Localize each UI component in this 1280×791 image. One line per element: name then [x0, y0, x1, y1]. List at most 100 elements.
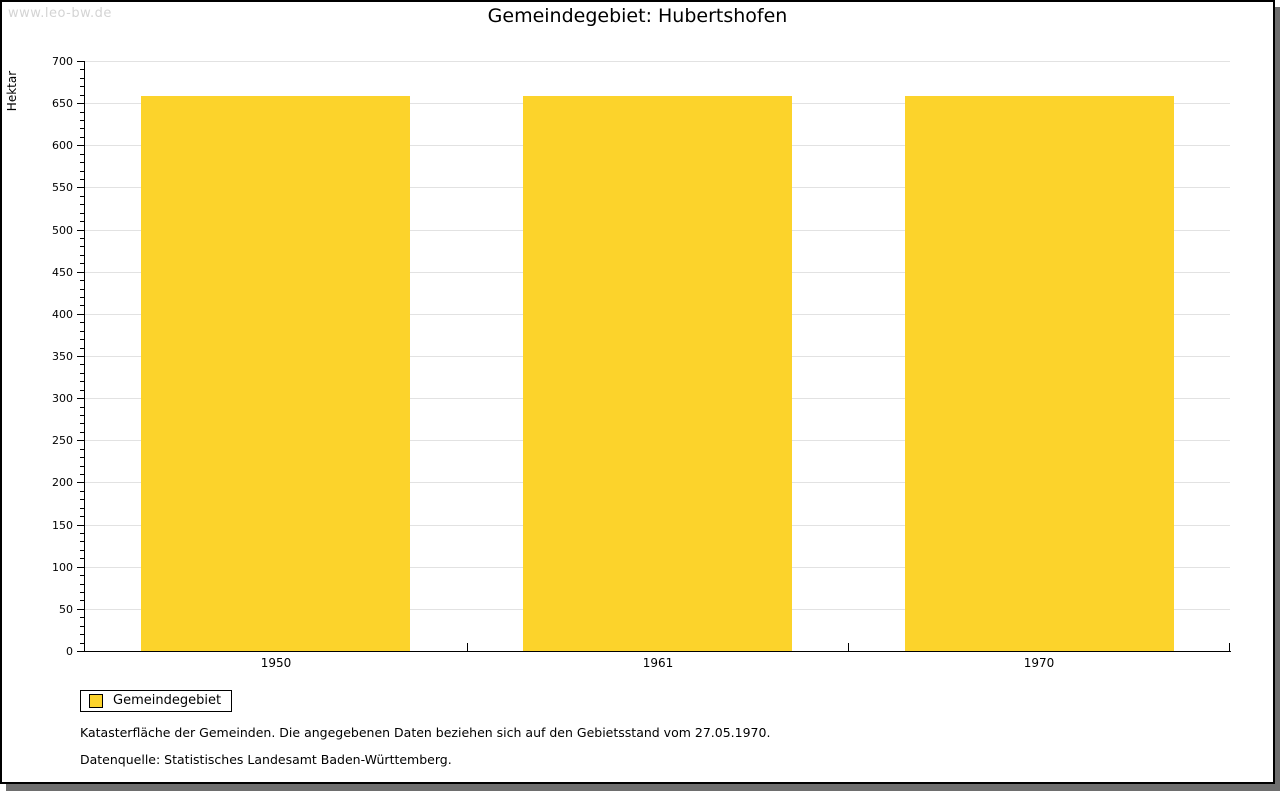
y-axis-label: Hektar — [5, 59, 19, 123]
y-minor-tick — [80, 381, 84, 382]
y-tick-label-250: 250 — [52, 434, 73, 447]
y-minor-tick — [80, 263, 84, 264]
y-minor-tick — [80, 162, 84, 163]
gridline-700 — [85, 61, 1230, 62]
y-minor-tick — [80, 196, 84, 197]
y-minor-tick — [80, 331, 84, 332]
y-tick-600 — [77, 145, 84, 146]
y-minor-tick — [80, 221, 84, 222]
y-minor-tick — [80, 289, 84, 290]
y-minor-tick — [80, 339, 84, 340]
y-minor-tick — [80, 592, 84, 593]
y-minor-tick — [80, 128, 84, 129]
y-minor-tick — [80, 95, 84, 96]
y-minor-tick — [80, 491, 84, 492]
y-minor-tick — [80, 584, 84, 585]
y-tick-label-450: 450 — [52, 266, 73, 279]
y-minor-tick — [80, 204, 84, 205]
y-tick-label-0: 0 — [66, 645, 73, 658]
y-minor-tick — [80, 297, 84, 298]
y-tick-label-200: 200 — [52, 476, 73, 489]
y-minor-tick — [80, 246, 84, 247]
y-minor-tick — [80, 255, 84, 256]
y-tick-150 — [77, 525, 84, 526]
y-tick-700 — [77, 61, 84, 62]
y-minor-tick — [80, 373, 84, 374]
x-axis-line — [84, 651, 1231, 652]
y-tick-100 — [77, 567, 84, 568]
y-minor-tick — [80, 120, 84, 121]
y-axis-label-text: Hektar — [5, 70, 19, 112]
y-minor-tick — [80, 432, 84, 433]
y-minor-tick — [80, 600, 84, 601]
y-minor-tick — [80, 171, 84, 172]
x-tick-label-1970: 1970 — [1023, 656, 1055, 670]
y-axis-line — [84, 61, 85, 652]
x-axis-tick — [467, 643, 468, 651]
y-tick-label-150: 150 — [52, 519, 73, 532]
y-tick-450 — [77, 272, 84, 273]
chart-title: Gemeindegebiet: Hubertshofen — [487, 5, 788, 27]
y-minor-tick — [80, 634, 84, 635]
x-tick-label-1950: 1950 — [260, 656, 292, 670]
y-tick-650 — [77, 103, 84, 104]
y-minor-tick — [80, 364, 84, 365]
x-axis-tick — [848, 643, 849, 651]
y-tick-400 — [77, 314, 84, 315]
y-minor-tick — [80, 213, 84, 214]
y-minor-tick — [80, 643, 84, 644]
y-minor-tick — [80, 499, 84, 500]
y-tick-label-700: 700 — [52, 55, 73, 68]
y-tick-label-400: 400 — [52, 308, 73, 321]
y-minor-tick — [80, 112, 84, 113]
y-minor-tick — [80, 415, 84, 416]
y-tick-label-300: 300 — [52, 392, 73, 405]
y-tick-50 — [77, 609, 84, 610]
bar-1961 — [523, 96, 792, 651]
bar-1950 — [141, 96, 410, 651]
y-minor-tick — [80, 407, 84, 408]
footnote-data-source: Datenquelle: Statistisches Landesamt Bad… — [80, 752, 452, 767]
y-minor-tick — [80, 550, 84, 551]
y-tick-250 — [77, 440, 84, 441]
y-minor-tick — [80, 423, 84, 424]
y-minor-tick — [80, 457, 84, 458]
y-tick-label-100: 100 — [52, 561, 73, 574]
watermark: www.leo-bw.de — [8, 6, 112, 21]
y-minor-tick — [80, 154, 84, 155]
plot-area: 0 50 100 150 200 250 300 350 400 450 500 550 600 650 7… — [52, 55, 1231, 670]
y-minor-tick — [80, 474, 84, 475]
y-minor-tick — [80, 533, 84, 534]
y-minor-tick — [80, 305, 84, 306]
legend-swatch — [89, 694, 103, 708]
y-tick-550 — [77, 187, 84, 188]
footnote-source-note: Katasterfläche der Gemeinden. Die angege… — [80, 725, 771, 740]
y-minor-tick — [80, 516, 84, 517]
x-tick-label-1961: 1961 — [642, 656, 674, 670]
y-minor-tick — [80, 280, 84, 281]
y-minor-tick — [80, 626, 84, 627]
y-tick-label-500: 500 — [52, 224, 73, 237]
y-minor-tick — [80, 348, 84, 349]
y-minor-tick — [80, 541, 84, 542]
y-minor-tick — [80, 558, 84, 559]
y-minor-tick — [80, 508, 84, 509]
bar-1970 — [905, 96, 1174, 651]
y-minor-tick — [80, 390, 84, 391]
y-minor-tick — [80, 69, 84, 70]
y-tick-350 — [77, 356, 84, 357]
y-minor-tick — [80, 575, 84, 576]
y-tick-300 — [77, 398, 84, 399]
y-tick-label-50: 50 — [59, 603, 73, 616]
y-minor-tick — [80, 179, 84, 180]
x-axis-tick — [1229, 643, 1230, 651]
y-minor-tick — [80, 617, 84, 618]
y-minor-tick — [80, 466, 84, 467]
y-minor-tick — [80, 449, 84, 450]
legend: Gemeindegebiet — [80, 690, 232, 712]
legend-label: Gemeindegebiet — [113, 693, 222, 708]
y-minor-tick — [80, 322, 84, 323]
y-tick-label-350: 350 — [52, 350, 73, 363]
y-tick-label-600: 600 — [52, 139, 73, 152]
